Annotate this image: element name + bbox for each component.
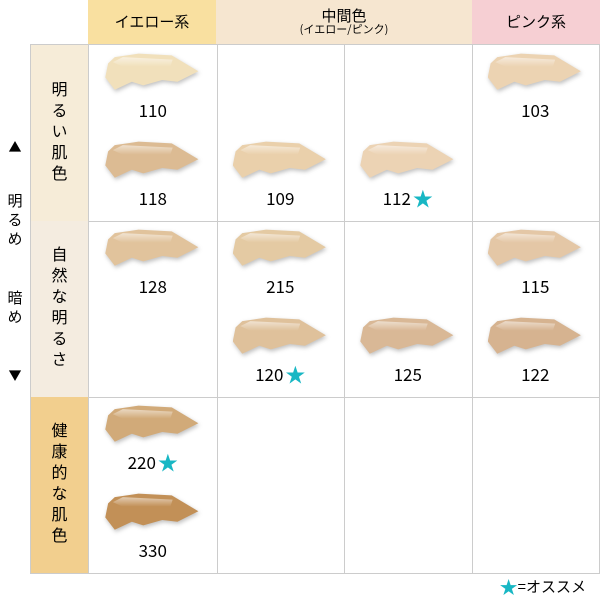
grid-cell xyxy=(217,397,345,485)
shade-swatch xyxy=(233,139,328,183)
shade-swatch xyxy=(105,139,200,183)
row-label: 健康的な肌色 xyxy=(31,397,88,573)
grid-cell xyxy=(344,221,472,309)
triangle-down-icon: ▼ xyxy=(8,368,21,381)
shade-swatch xyxy=(105,491,200,535)
column-header: ピンク系 xyxy=(472,0,600,44)
grid-cell: 115 xyxy=(472,221,600,309)
shade-swatch xyxy=(360,139,455,183)
grid-cell: 215 xyxy=(217,221,345,309)
grid-cell: 125 xyxy=(344,309,472,397)
grid-cell xyxy=(472,133,600,221)
shade-code: 122 xyxy=(521,361,549,386)
shade-code: 115 xyxy=(521,273,549,298)
shade-code: 215 xyxy=(266,273,294,298)
legend: ★=オススメ xyxy=(500,576,586,597)
column-headers: イエロー系 中間色(イエロー/ピンク) ピンク系 xyxy=(88,0,600,44)
triangle-up-icon: ▲ xyxy=(8,140,21,153)
grid-cell xyxy=(217,485,345,573)
shade-code: 118 xyxy=(139,185,167,210)
shade-swatch xyxy=(105,227,200,271)
shade-swatch xyxy=(488,51,583,95)
axis-label-top: 明るめ xyxy=(5,193,26,250)
grid-cell xyxy=(472,485,600,573)
shade-code: 110 xyxy=(139,97,167,122)
shade-code: 128 xyxy=(139,273,167,298)
shade-swatch xyxy=(105,403,200,447)
shade-swatch xyxy=(105,51,200,95)
shade-swatch xyxy=(233,315,328,359)
star-icon: ★ xyxy=(285,364,305,384)
shade-swatch xyxy=(360,315,455,359)
grid-cell xyxy=(344,485,472,573)
grid-cell: 118 xyxy=(89,133,217,221)
shade-swatch xyxy=(233,227,328,271)
grid-cell: 330 xyxy=(89,485,217,573)
column-header-sub: (イエロー/ピンク) xyxy=(300,24,389,36)
grid-cell: 103 xyxy=(472,45,600,133)
row-labels: 明るい肌色自然な明るさ健康的な肌色 xyxy=(30,44,88,574)
shade-swatch xyxy=(488,227,583,271)
shade-code: 103 xyxy=(521,97,549,122)
grid-cell: 110 xyxy=(89,45,217,133)
column-header-label: イエロー系 xyxy=(115,14,190,30)
star-icon: ★ xyxy=(158,452,178,472)
grid-cell xyxy=(472,397,600,485)
brightness-axis: ▲ 明るめ 暗め ▼ xyxy=(0,140,30,381)
shade-grid: 110 103 118 109 112★ 128 215 115 120★ 125 122 220★ 3… xyxy=(88,44,600,574)
shade-code: 330 xyxy=(139,537,167,562)
legend-text: =オススメ xyxy=(518,576,586,597)
column-header: 中間色(イエロー/ピンク) xyxy=(216,0,472,44)
shade-code: 220★ xyxy=(128,449,178,474)
axis-label-bottom: 暗め xyxy=(5,290,26,328)
shade-code: 120★ xyxy=(255,361,305,386)
grid-cell: 112★ xyxy=(344,133,472,221)
row-label: 自然な明るさ xyxy=(31,221,88,397)
grid-cell: 109 xyxy=(217,133,345,221)
column-header-label: ピンク系 xyxy=(506,14,566,30)
star-icon: ★ xyxy=(500,574,518,600)
shade-code: 109 xyxy=(266,185,294,210)
star-icon: ★ xyxy=(413,188,433,208)
column-header: イエロー系 xyxy=(88,0,216,44)
row-label: 明るい肌色 xyxy=(31,45,88,221)
grid-cell xyxy=(344,45,472,133)
grid-cell: 128 xyxy=(89,221,217,309)
shade-code: 112★ xyxy=(383,185,433,210)
grid-cell xyxy=(344,397,472,485)
shade-swatch xyxy=(488,315,583,359)
grid-cell: 220★ xyxy=(89,397,217,485)
grid-cell xyxy=(89,309,217,397)
grid-cell xyxy=(217,45,345,133)
grid-cell: 120★ xyxy=(217,309,345,397)
shade-code: 125 xyxy=(394,361,422,386)
grid-cell: 122 xyxy=(472,309,600,397)
